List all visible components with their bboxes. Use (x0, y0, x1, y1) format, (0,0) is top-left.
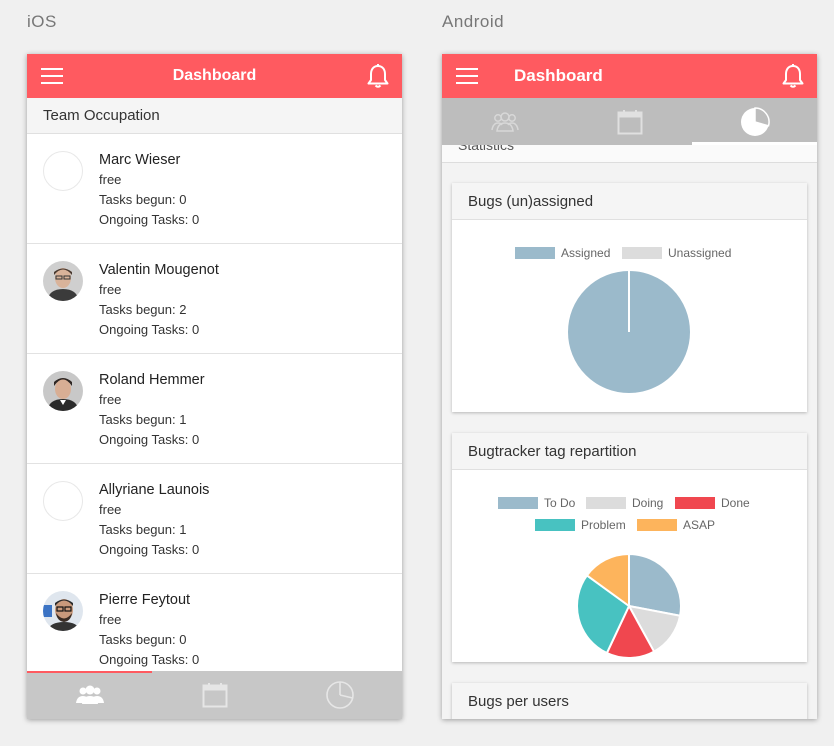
member-tasks-begun: Tasks begun: 0 (99, 192, 187, 207)
legend-item: ASAP (637, 518, 715, 532)
legend-label: Doing (632, 496, 664, 510)
member-name: Marc Wieser (99, 152, 181, 168)
member-tasks-begun: Tasks begun: 1 (99, 522, 187, 537)
tab-statistics[interactable] (692, 98, 817, 145)
member-row[interactable]: Marc Wieser free Tasks begun: 0 Ongoing … (27, 134, 402, 244)
ios-app-bar: Dashboard (27, 54, 402, 98)
pie-chart (576, 552, 682, 659)
member-name: Allyriane Launois (99, 482, 210, 498)
menu-icon[interactable] (41, 68, 63, 84)
legend-swatch (637, 519, 677, 531)
avatar (43, 151, 83, 191)
member-row[interactable]: Pierre Feytout free Tasks begun: 0 Ongoi… (27, 574, 402, 684)
member-name: Roland Hemmer (99, 372, 205, 388)
member-list: Marc Wieser free Tasks begun: 0 Ongoing … (27, 134, 402, 684)
member-name: Pierre Feytout (99, 592, 191, 608)
android-tab-bar (442, 98, 817, 145)
legend-swatch (675, 497, 715, 509)
legend-swatch (535, 519, 575, 531)
member-tasks-begun: Tasks begun: 0 (99, 632, 187, 647)
pie-chart-icon (740, 106, 770, 136)
legend-item: To Do (498, 496, 575, 510)
tab-statistics[interactable] (277, 671, 402, 719)
card-title: Bugs per users (452, 683, 807, 719)
chart-tag-repartition: To Do Doing Done Problem ASAP (452, 470, 807, 662)
tab-team[interactable] (442, 98, 567, 145)
member-status: free (99, 392, 122, 407)
android-page-title: Dashboard (514, 66, 603, 85)
member-ongoing-tasks: Ongoing Tasks: 0 (99, 652, 200, 667)
member-ongoing-tasks: Ongoing Tasks: 0 (99, 542, 200, 557)
pie-chart-icon (325, 681, 354, 709)
legend-label: ASAP (683, 518, 716, 532)
legend-label: Problem (581, 518, 626, 532)
pie-slice-to-do (628, 552, 682, 617)
card-title: Bugs (un)assigned (452, 183, 807, 220)
avatar (43, 261, 83, 301)
ios-tab-bar (27, 671, 402, 719)
legend-item: Done (675, 496, 750, 510)
legend-swatch (586, 497, 626, 509)
member-ongoing-tasks: Ongoing Tasks: 0 (99, 212, 200, 227)
calendar-icon (202, 683, 227, 708)
android-phone: Dashboard Statistics Bugs (un)assigned A… (442, 54, 817, 719)
active-tab-indicator (27, 671, 152, 673)
active-tab-indicator (692, 142, 817, 145)
member-ongoing-tasks: Ongoing Tasks: 0 (99, 322, 200, 337)
tab-calendar[interactable] (567, 98, 692, 145)
legend-label: Done (721, 496, 750, 510)
legend-label: To Do (544, 496, 576, 510)
legend-item: Doing (586, 496, 663, 510)
member-row[interactable]: Valentin Mougenot free Tasks begun: 2 On… (27, 244, 402, 354)
avatar (43, 481, 83, 521)
member-status: free (99, 612, 122, 627)
member-row[interactable]: Roland Hemmer free Tasks begun: 1 Ongoin… (27, 354, 402, 464)
calendar-icon (617, 109, 642, 134)
member-row[interactable]: Allyriane Launois free Tasks begun: 1 On… (27, 464, 402, 574)
team-icon (75, 685, 104, 704)
menu-icon[interactable] (456, 68, 478, 84)
member-status: free (99, 502, 122, 517)
pie-slice-problem (576, 574, 631, 655)
avatar (43, 371, 83, 411)
legend-swatch (515, 247, 555, 259)
bell-icon[interactable] (366, 63, 390, 89)
section-header-team-occupation: Team Occupation (27, 98, 402, 134)
ios-phone: Dashboard Team Occupation Marc Wieser fr… (27, 54, 402, 719)
legend-label: Assigned (561, 246, 611, 260)
legend-item: Assigned (515, 246, 610, 260)
card-bugs-assigned: Bugs (un)assigned Assigned Unassigned (452, 183, 807, 412)
member-tasks-begun: Tasks begun: 1 (99, 412, 187, 427)
tab-calendar[interactable] (152, 671, 277, 719)
member-status: free (99, 172, 122, 187)
card-title: Bugtracker tag repartition (452, 433, 807, 470)
legend-label: Unassigned (668, 246, 732, 260)
legend-swatch (622, 247, 662, 259)
chart-bugs-assigned: Assigned Unassigned (452, 220, 807, 412)
member-status: free (99, 282, 122, 297)
member-tasks-begun: Tasks begun: 2 (99, 302, 187, 317)
android-app-bar: Dashboard (442, 54, 817, 98)
bell-icon[interactable] (781, 63, 805, 89)
member-name: Valentin Mougenot (99, 262, 219, 278)
card-bugs-per-users: Bugs per users (452, 683, 807, 719)
ios-page-title: Dashboard (172, 67, 257, 84)
avatar (43, 591, 83, 631)
card-tag-repartition: Bugtracker tag repartition To Do Doing D… (452, 433, 807, 662)
team-icon (490, 111, 519, 132)
pie-chart (566, 269, 692, 395)
member-ongoing-tasks: Ongoing Tasks: 0 (99, 432, 200, 447)
statistics-content: Statistics Bugs (un)assigned Assigned Un… (442, 145, 817, 719)
tab-team[interactable] (27, 671, 152, 719)
legend-item: Unassigned (622, 246, 731, 260)
android-label: Android (442, 12, 505, 31)
legend-swatch (498, 497, 538, 509)
ios-label: iOS (27, 12, 57, 31)
section-header-statistics: Statistics (442, 145, 817, 163)
legend-item: Problem (535, 518, 626, 532)
